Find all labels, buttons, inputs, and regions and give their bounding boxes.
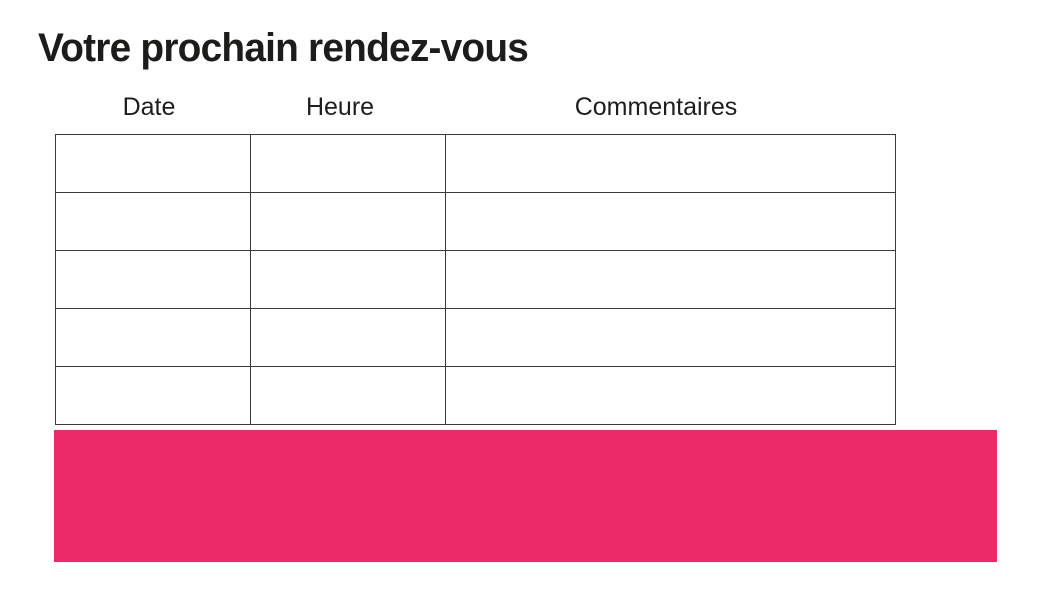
table-cell-date — [55, 192, 251, 251]
table-cell-date — [55, 250, 251, 309]
table-cell-commentaires — [445, 366, 896, 425]
footer-banner — [54, 430, 997, 562]
table-row — [55, 192, 896, 251]
table-row — [55, 366, 896, 425]
column-header-commentaires: Commentaires — [574, 93, 738, 121]
table-cell-heure — [250, 366, 446, 425]
appointments-table-body — [55, 134, 896, 425]
table-cell-heure — [250, 192, 446, 251]
table-cell-date — [55, 134, 251, 193]
table-cell-date — [55, 366, 251, 425]
table-row — [55, 134, 896, 193]
table-cell-heure — [250, 250, 446, 309]
column-header-heure: Heure — [305, 93, 375, 121]
appointments-table — [55, 134, 896, 425]
table-row — [55, 308, 896, 367]
page-title: Votre prochain rendez-vous — [38, 26, 529, 70]
column-header-date: Date — [122, 93, 176, 121]
table-cell-commentaires — [445, 250, 896, 309]
table-cell-commentaires — [445, 308, 896, 367]
table-cell-commentaires — [445, 134, 896, 193]
table-cell-heure — [250, 308, 446, 367]
table-cell-date — [55, 308, 251, 367]
table-cell-heure — [250, 134, 446, 193]
table-row — [55, 250, 896, 309]
table-cell-commentaires — [445, 192, 896, 251]
